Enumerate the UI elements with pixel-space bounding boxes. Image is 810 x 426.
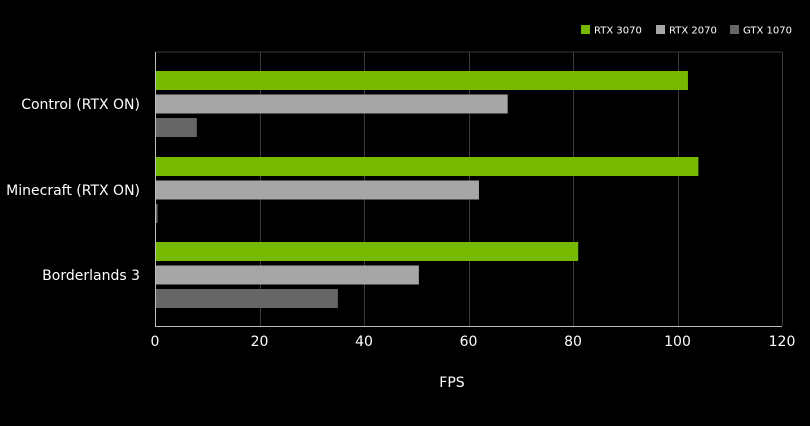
legend-swatch-1	[656, 25, 665, 34]
category-label-0: Control (RTX ON)	[21, 97, 140, 113]
x-tick-label-120: 120	[769, 334, 796, 350]
legend-label-2: GTX 1070	[743, 26, 792, 37]
legend-label-0: RTX 3070	[594, 26, 642, 37]
legend-swatch-2	[730, 25, 739, 34]
axis-layer: Control (RTX ON) Minecraft (RTX ON) Border…	[6, 52, 795, 350]
category-label-2: Borderlands 3	[42, 268, 140, 284]
legend-swatch-0	[581, 25, 590, 34]
bar-2-1	[155, 265, 419, 285]
bar-0-2	[155, 118, 197, 137]
bar-1-2	[155, 204, 158, 223]
category-label-1: Minecraft (RTX ON)	[6, 183, 140, 199]
bar-0-0	[155, 71, 688, 90]
bar-1-0	[155, 157, 699, 176]
bar-0-1	[155, 94, 508, 114]
bar-2-2	[155, 289, 338, 308]
x-axis-title: FPS	[439, 375, 464, 391]
bars-layer	[155, 71, 699, 308]
bar-2-0	[155, 242, 579, 261]
x-tick-label-100: 100	[664, 334, 691, 350]
x-tick-label-0: 0	[151, 334, 160, 350]
legend-label-1: RTX 2070	[669, 26, 717, 37]
x-tick-label-80: 80	[564, 334, 582, 350]
legend: RTX 3070 RTX 2070 GTX 1070	[581, 25, 792, 37]
bar-1-1	[155, 180, 479, 200]
x-tick-label-60: 60	[460, 334, 478, 350]
x-tick-label-20: 20	[251, 334, 269, 350]
x-tick-label-40: 40	[355, 334, 373, 350]
